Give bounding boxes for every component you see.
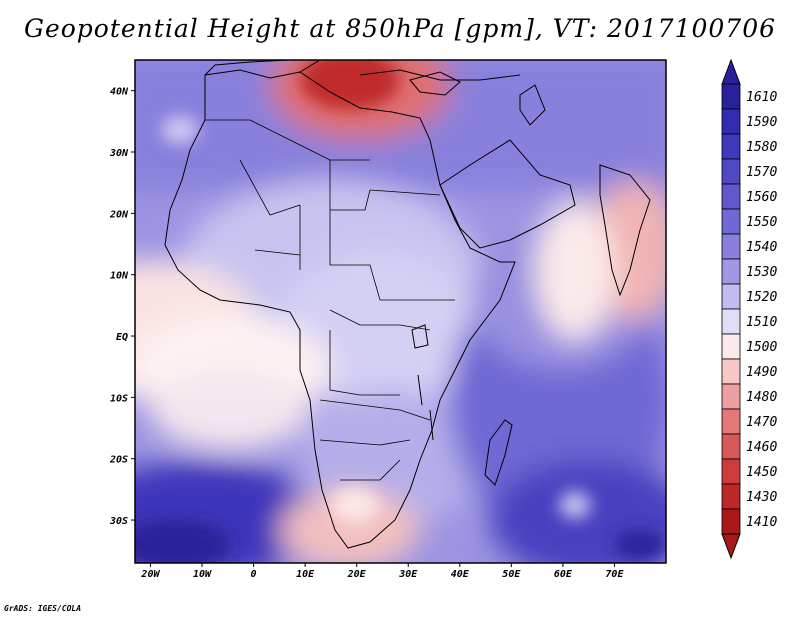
colorbar-cell bbox=[721, 333, 741, 360]
x-tick-label: 10W bbox=[193, 569, 212, 580]
colorbar-label: 1410 bbox=[746, 515, 777, 530]
colorbar-label: 1430 bbox=[746, 490, 777, 505]
y-tick-label: 30S bbox=[109, 516, 128, 527]
colorbar-label: 1540 bbox=[746, 240, 777, 255]
colorbar-label: 1590 bbox=[746, 115, 777, 130]
colorbar-label: 1470 bbox=[746, 415, 777, 430]
grads-credit: GrADS: IGES/COLA bbox=[4, 604, 82, 613]
colorbar-cell bbox=[721, 458, 741, 485]
x-tick-label: 20W bbox=[140, 569, 160, 580]
y-tick-label: EQ bbox=[116, 332, 128, 343]
y-axis: 40N 30N 20N 10N EQ 10S 20S 30S bbox=[109, 87, 135, 527]
y-tick-label: 10S bbox=[110, 393, 128, 404]
colorbar-label: 1500 bbox=[746, 340, 777, 355]
colorbar-cell bbox=[721, 308, 741, 335]
coastlines bbox=[164, 60, 651, 549]
x-tick-label: 10E bbox=[296, 569, 315, 580]
colorbar-cell bbox=[721, 108, 741, 135]
colorbar-label: 1510 bbox=[746, 315, 777, 330]
colorbar-label: 1490 bbox=[746, 365, 777, 380]
colorbar-cell bbox=[721, 358, 741, 385]
colorbar-cell bbox=[721, 433, 741, 460]
colorbar-label: 1450 bbox=[746, 465, 777, 480]
colorbar-label: 1480 bbox=[746, 390, 777, 405]
height-field bbox=[135, 60, 666, 563]
colorbar-cell bbox=[721, 208, 741, 235]
x-tick-label: 20E bbox=[347, 569, 367, 580]
colorbar-label: 1520 bbox=[746, 290, 777, 305]
y-tick-label: 10N bbox=[110, 271, 129, 282]
colorbar-cell bbox=[721, 158, 741, 185]
x-tick-label: 60E bbox=[554, 569, 573, 580]
colorbar-cell bbox=[721, 258, 741, 285]
colorbar-label: 1610 bbox=[746, 90, 777, 105]
colorbar-cell bbox=[721, 133, 741, 160]
x-tick-label: 50E bbox=[502, 569, 521, 580]
colorbar-top-arrow bbox=[721, 58, 741, 85]
colorbar-cell bbox=[721, 183, 741, 210]
plot-frame bbox=[134, 59, 667, 564]
y-tick-label: 20S bbox=[109, 455, 128, 466]
colorbar-cell bbox=[721, 483, 741, 510]
colorbar-label: 1580 bbox=[746, 140, 777, 155]
colorbar-cell bbox=[721, 408, 741, 435]
x-tick-label: 70E bbox=[605, 569, 624, 580]
colorbar-bottom-arrow bbox=[721, 533, 741, 560]
x-tick-label: 40E bbox=[451, 569, 470, 580]
map-title: Geopotential Height at 850hPa [gpm], VT:… bbox=[23, 14, 777, 43]
y-tick-label: 30N bbox=[109, 148, 129, 159]
y-tick-label: 20N bbox=[109, 209, 129, 220]
x-axis: 20W 10W 0 10E 20E 30E 40E 50E 60E 70E bbox=[140, 563, 624, 580]
colorbar-cell bbox=[721, 283, 741, 310]
colorbar-label: 1560 bbox=[746, 190, 777, 205]
colorbar-cell bbox=[721, 383, 741, 410]
colorbar-cell bbox=[721, 508, 741, 535]
colorbar-label: 1530 bbox=[746, 265, 777, 280]
colorbar-label: 1550 bbox=[746, 215, 777, 230]
y-tick-label: 40N bbox=[110, 87, 129, 98]
x-tick-label: 30E bbox=[398, 569, 418, 580]
colorbar-label: 1570 bbox=[746, 165, 777, 180]
x-tick-label: 0 bbox=[251, 569, 257, 580]
colorbar-label: 1460 bbox=[746, 440, 777, 455]
colorbar-cell bbox=[721, 83, 741, 110]
colorbar-cell bbox=[721, 233, 741, 260]
